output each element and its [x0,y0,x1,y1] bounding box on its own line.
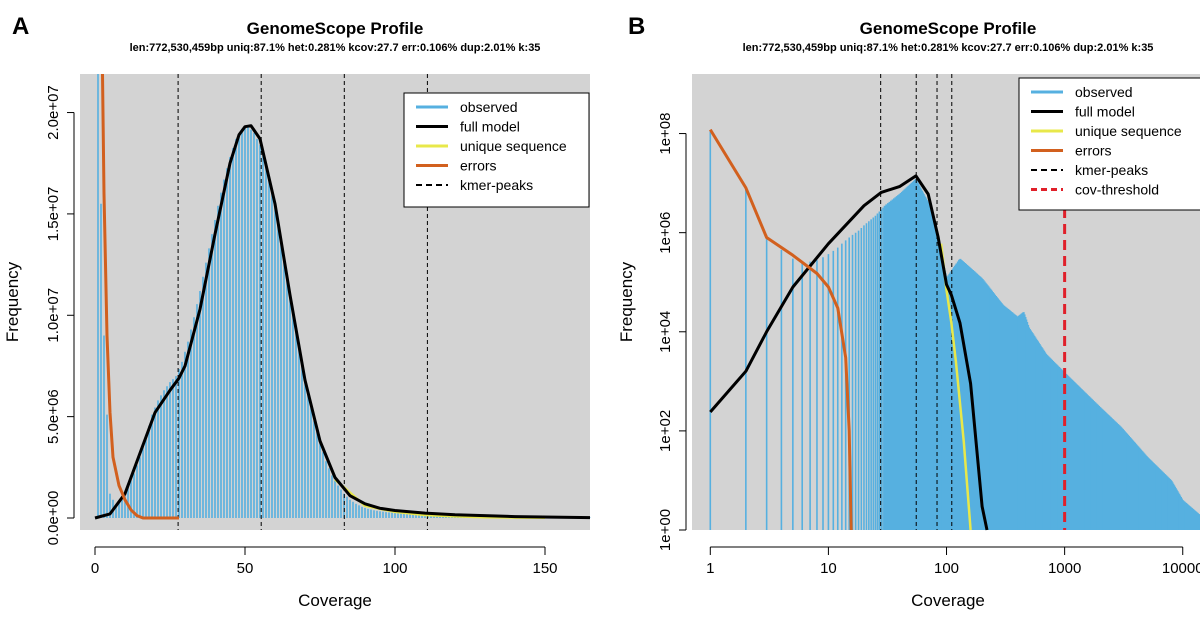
x-tick-label: 1000 [1048,560,1081,577]
legend-box [403,92,590,208]
y-tick-label: 1e+08 [657,112,674,154]
panel-b: B GenomeScope Profile len:772,530,459bp … [617,13,1200,610]
x-tick-label: 10000 [1162,560,1200,577]
panel-b-marks [709,74,1200,531]
x-tick-label: 150 [532,560,557,577]
legend-entry: cov-threshold [1075,182,1159,198]
panel-a-subtitle: len:772,530,459bp uniq:87.1% het:0.281% … [130,42,541,54]
panel-a: A GenomeScope Profile len:772,530,459bp … [3,13,591,610]
panel-letter-a: A [12,13,29,40]
full-model-line [709,174,989,531]
legend-entry: kmer-peaks [1075,162,1148,178]
panel-letter-b: B [628,13,645,40]
legend-entry: observed [1075,84,1133,100]
panel-b-legend: observed full model unique sequence errors k… [1018,77,1200,211]
legend-entry: observed [460,99,518,115]
full-model-line [94,124,591,520]
y-tick-label: 1e+02 [657,410,674,452]
x-tick-label: 100 [382,560,407,577]
y-tick-label: 2.0e+07 [45,85,62,140]
y-tick-label: 1.5e+07 [45,187,62,242]
legend-entry: full model [1075,104,1135,120]
x-tick-label: 0 [91,560,99,577]
panel-a-ylabel: Frequency [3,261,22,342]
x-tick-label: 100 [934,560,959,577]
y-tick-label: 1.0e+07 [45,288,62,343]
y-tick-label: 1e+04 [657,311,674,353]
panel-a-xlabel: Coverage [298,591,372,610]
errors-line [709,128,853,531]
legend-entry: unique sequence [1075,123,1182,139]
y-tick-label: 1e+00 [657,509,674,551]
x-tick-label: 10 [820,560,837,577]
legend-entry: errors [1075,143,1112,159]
y-tick-label: 5.0e+06 [45,389,62,444]
panel-a-marks [94,73,591,530]
panel-b-title: GenomeScope Profile [860,19,1037,38]
legend-entry: kmer-peaks [460,177,533,193]
panel-a-title: GenomeScope Profile [247,19,424,38]
legend-box [1018,77,1200,211]
y-tick-label: 1e+06 [657,212,674,254]
panel-b-ylabel: Frequency [617,261,636,342]
x-tick-label: 50 [237,560,254,577]
panel-a-legend: observed full model unique sequence errors k… [403,92,590,208]
legend-entry: full model [460,119,520,135]
panel-b-subtitle: len:772,530,459bp uniq:87.1% het:0.281% … [743,42,1154,54]
y-tick-label: 0.0e+00 [45,491,62,546]
panel-b-axes: 1 10 100 1000 10000 1e+00 1e+02 1e+04 1e+06 1e+08 [657,112,1200,577]
panel-a-axes: 0 50 100 150 0.0e+00 5.0e+06 1.0e+07 1.5e+07 2.0… [45,85,558,577]
panel-b-xlabel: Coverage [911,591,985,610]
legend-entry: unique sequence [460,138,567,154]
legend-entry: errors [460,158,497,174]
x-tick-label: 1 [706,560,714,577]
errors-line [101,73,179,520]
